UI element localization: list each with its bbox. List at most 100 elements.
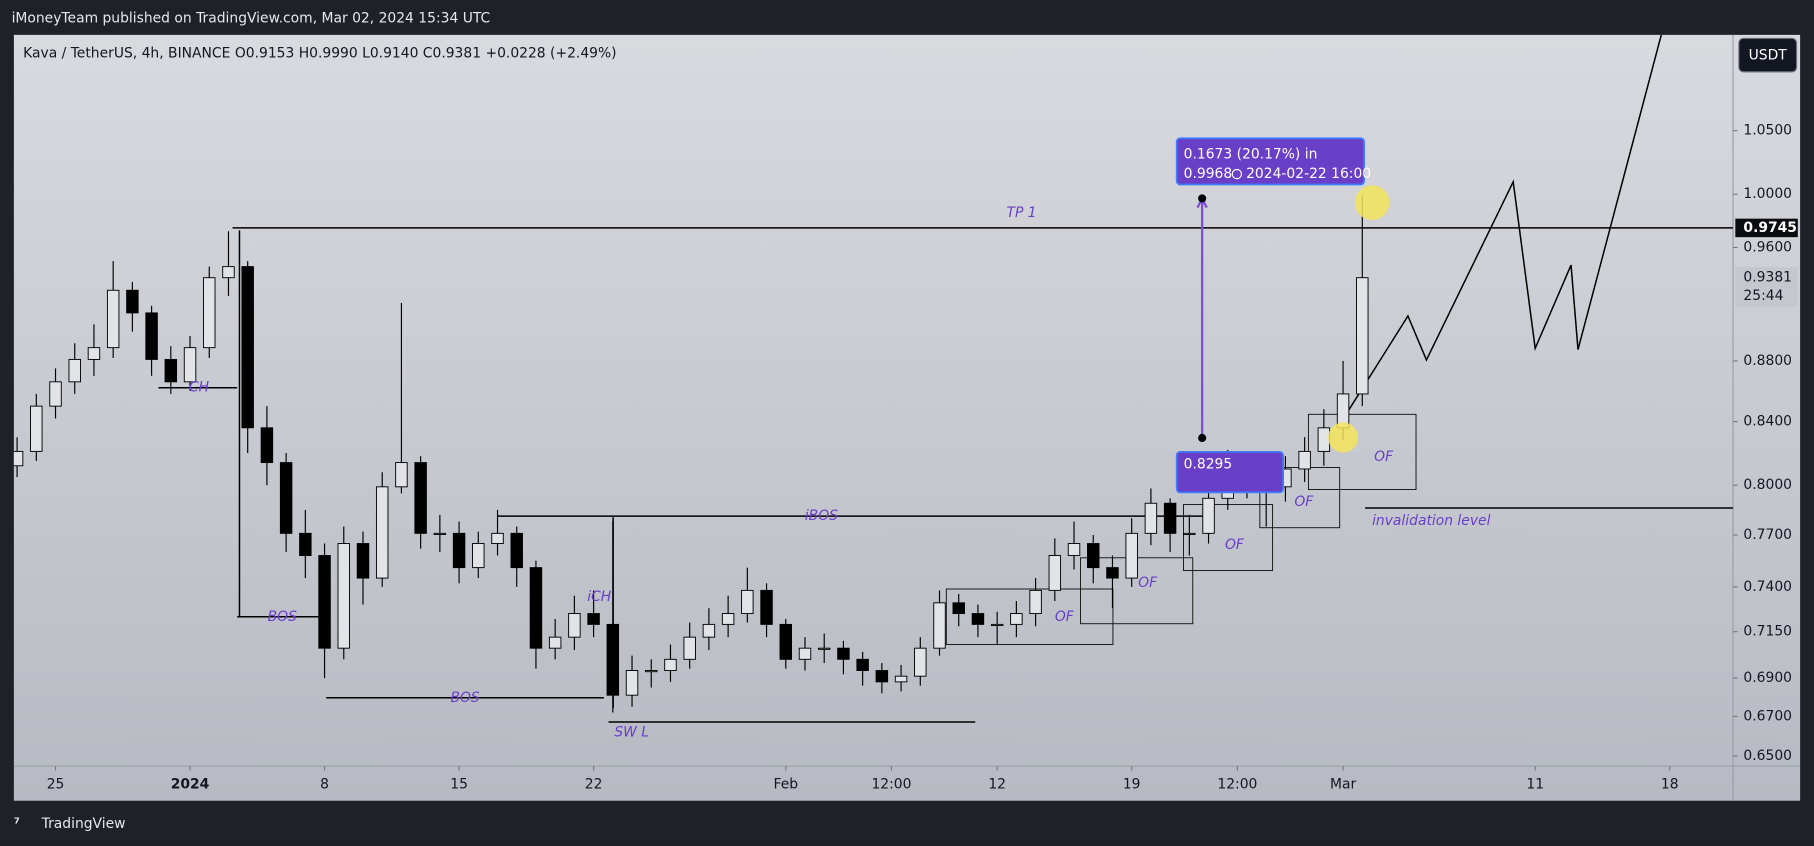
x-tick-label: 12 bbox=[988, 777, 1006, 793]
candle-body bbox=[1183, 532, 1196, 535]
candle-body bbox=[491, 532, 504, 544]
candle-body bbox=[625, 670, 639, 696]
highlight bbox=[1328, 422, 1359, 453]
countdown: 25:44 bbox=[1743, 288, 1783, 304]
measure-high-price: 0.9968 bbox=[1184, 166, 1233, 182]
x-tick-label: 25 bbox=[47, 777, 65, 793]
candle-body bbox=[606, 623, 620, 696]
candle-body bbox=[318, 555, 331, 649]
currency-button[interactable] bbox=[1738, 37, 1798, 73]
candle-body bbox=[395, 462, 408, 488]
x-tick-label: 15 bbox=[450, 777, 468, 793]
candle-body bbox=[1125, 532, 1138, 579]
y-tick-label: 0.9600 bbox=[1743, 239, 1792, 255]
candle-body bbox=[433, 532, 447, 535]
x-tick-label: 8 bbox=[320, 777, 329, 793]
candle-body bbox=[1010, 613, 1023, 625]
candle-body bbox=[856, 658, 869, 672]
y-tick-label: 0.8800 bbox=[1743, 353, 1792, 369]
annotation: OF bbox=[1055, 609, 1075, 625]
y-tick-label: 1.0000 bbox=[1743, 186, 1792, 202]
candle-body bbox=[664, 658, 677, 672]
candle-body bbox=[1298, 450, 1311, 470]
candle-body bbox=[145, 312, 158, 360]
level-tag bbox=[1735, 218, 1798, 238]
x-tick-label: 12:00 bbox=[871, 777, 911, 793]
candle-body bbox=[472, 543, 485, 569]
candle-body bbox=[164, 358, 178, 383]
candle-body bbox=[817, 647, 831, 650]
candle-body bbox=[683, 636, 696, 660]
candle-body bbox=[106, 289, 120, 349]
candle-body bbox=[914, 647, 927, 677]
candle-body bbox=[1029, 589, 1042, 615]
measure-low-price: 0.8295 bbox=[1184, 457, 1233, 473]
candle-body bbox=[1163, 502, 1177, 534]
currency[interactable]: USDT bbox=[1749, 48, 1788, 64]
candle-body bbox=[702, 623, 716, 638]
y-tick-label: 0.6700 bbox=[1743, 708, 1792, 724]
measure-high-time: 2024-02-22 16:00 bbox=[1246, 166, 1371, 182]
candle-body bbox=[68, 358, 81, 383]
chart-background bbox=[13, 34, 1801, 801]
candle-body bbox=[894, 675, 908, 683]
x-tick-label: 18 bbox=[1661, 777, 1679, 793]
annotation: iBOS bbox=[805, 508, 838, 524]
measure-box bbox=[1175, 450, 1284, 494]
logo-mark: ⁷ bbox=[14, 816, 20, 832]
candle-body bbox=[1144, 502, 1158, 534]
candle-body bbox=[452, 532, 466, 569]
candle-body bbox=[1048, 555, 1062, 591]
candle-body bbox=[510, 532, 523, 569]
highlight bbox=[1354, 185, 1390, 220]
candle-body bbox=[260, 427, 274, 464]
candle-body bbox=[971, 613, 985, 625]
candle-body bbox=[798, 647, 812, 660]
candle-body bbox=[356, 543, 370, 579]
order-block bbox=[945, 588, 1114, 646]
brand: TradingView bbox=[41, 816, 126, 832]
candle-body bbox=[126, 289, 139, 314]
candle-body bbox=[299, 532, 312, 556]
annotation: invalidation level bbox=[1372, 513, 1491, 529]
annotation: SW L bbox=[614, 724, 649, 740]
annotation: OF bbox=[1294, 494, 1314, 510]
candle-body bbox=[1202, 497, 1215, 534]
annotations: TP 1 CH BOS BOS iBOS iCH SW L OF OF OF O… bbox=[189, 205, 1491, 740]
candle-body bbox=[49, 381, 62, 407]
candle-body bbox=[741, 589, 754, 615]
candle-body bbox=[645, 670, 658, 673]
candle-body bbox=[414, 462, 427, 534]
annotation: OF bbox=[1374, 449, 1394, 465]
candle-body bbox=[87, 347, 101, 360]
annotation: OF bbox=[1225, 537, 1245, 553]
x-tick-label: 11 bbox=[1526, 777, 1544, 793]
x-tick-label: 19 bbox=[1123, 777, 1141, 793]
candle-body bbox=[1356, 277, 1369, 395]
candle-body bbox=[529, 567, 543, 649]
ohlc: O0.9153 H0.9990 L0.9140 C0.9381 +0.0228 … bbox=[235, 45, 617, 61]
candle-body bbox=[1317, 427, 1331, 452]
annotation: CH bbox=[189, 380, 210, 396]
annotation: iCH bbox=[587, 589, 612, 605]
y-tick-label: 0.7150 bbox=[1743, 624, 1792, 640]
y-tick-label: 0.7700 bbox=[1743, 527, 1792, 543]
x-tick-label: 2024 bbox=[171, 777, 210, 793]
y-tick-label: 0.8400 bbox=[1743, 414, 1792, 430]
candle-body bbox=[837, 647, 850, 660]
candle-body bbox=[568, 613, 581, 638]
measure-box bbox=[1175, 137, 1365, 186]
annotation: BOS bbox=[450, 690, 479, 706]
clock-icon bbox=[1231, 168, 1243, 180]
measure-change: 0.1673 (20.17%) in bbox=[1184, 146, 1318, 162]
x-tick-label: 22 bbox=[585, 777, 603, 793]
candle-body bbox=[1106, 567, 1119, 579]
candle-body bbox=[337, 543, 351, 649]
candle-body bbox=[587, 613, 600, 625]
candle-body bbox=[375, 486, 389, 579]
y-tick-label: 1.0500 bbox=[1743, 123, 1792, 139]
candle-body bbox=[222, 266, 235, 279]
x-tick-label: Mar bbox=[1330, 777, 1356, 793]
